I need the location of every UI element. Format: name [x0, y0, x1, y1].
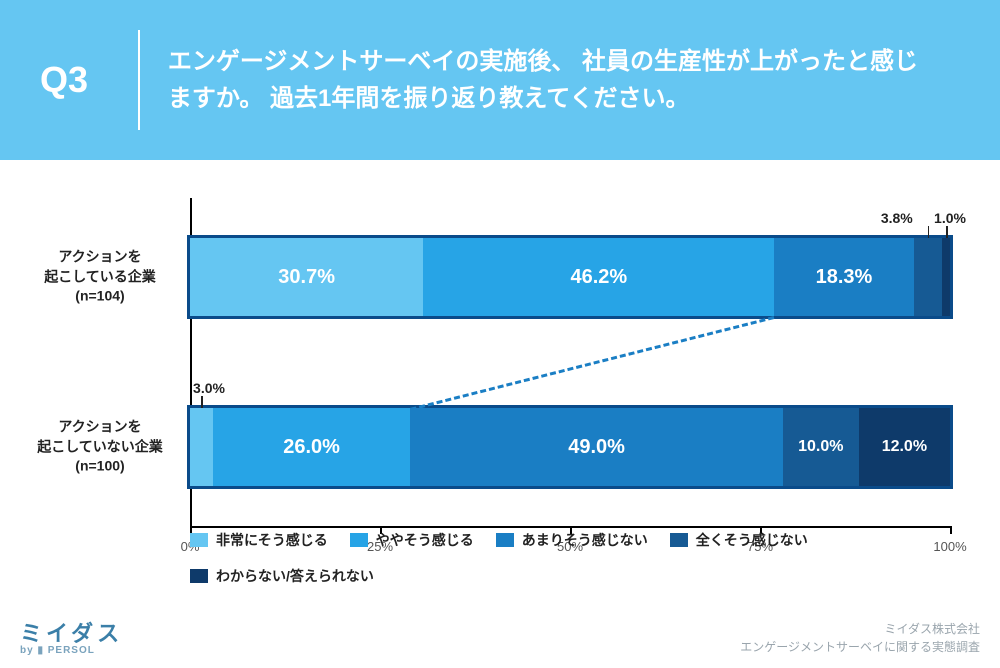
legend-swatch	[350, 533, 368, 547]
credit-line-1: ミイダス株式会社	[740, 621, 980, 638]
legend-item: あまりそう感じない	[496, 530, 648, 550]
bar-segment: 46.2%	[423, 238, 774, 316]
bar-segment: 26.0%	[213, 408, 411, 486]
legend-item: ややそう感じる	[350, 530, 474, 550]
callout-leader	[946, 226, 948, 238]
bar-segment	[190, 408, 213, 486]
bar-segment: 30.7%	[190, 238, 423, 316]
legend-label: ややそう感じる	[376, 530, 474, 550]
legend-label: 全くそう感じない	[696, 530, 808, 550]
callout-label: 1.0%	[934, 210, 966, 226]
footer: ミイダス by ▮ PERSOL ミイダス株式会社 エンゲージメントサーベイに関…	[20, 621, 980, 656]
callout-label: 3.8%	[881, 210, 913, 226]
legend-label: あまりそう感じない	[522, 530, 648, 550]
bar-segment: 18.3%	[774, 238, 913, 316]
row-label: アクションを 起こしていない企業 (n=100)	[20, 418, 180, 477]
callout-leader	[201, 396, 203, 408]
question-text: エンゲージメントサーベイの実施後、 社員の生産性が上がったと感じますか。 過去1…	[140, 43, 940, 117]
callout-label: 3.0%	[193, 380, 225, 396]
legend-swatch	[190, 533, 208, 547]
credit: ミイダス株式会社 エンゲージメントサーベイに関する実態調査	[740, 621, 980, 656]
bar-segment: 12.0%	[859, 408, 950, 486]
brand-main: ミイダス	[20, 622, 123, 645]
bar-row: 30.7%46.2%18.3%	[190, 238, 950, 316]
callout-leader	[928, 226, 930, 238]
row-label: アクションを 起こしている企業 (n=104)	[20, 248, 180, 307]
question-number: Q3	[40, 59, 138, 101]
legend-label: 非常にそう感じる	[216, 530, 328, 550]
bar-row: 26.0%49.0%10.0%12.0%	[190, 408, 950, 486]
bar-segment	[942, 238, 950, 316]
legend: 非常にそう感じる ややそう感じる あまりそう感じない 全くそう感じないわからない/答え…	[190, 530, 950, 586]
bar-segment: 10.0%	[783, 408, 859, 486]
brand-logo: ミイダス by ▮ PERSOL	[20, 622, 123, 656]
x-tick	[950, 526, 952, 534]
question-header: Q3 エンゲージメントサーベイの実施後、 社員の生産性が上がったと感じますか。 …	[0, 0, 1000, 160]
legend-item: わからない/答えられない	[190, 566, 374, 586]
plot-area: 0%25%50%75%100%アクションを 起こしている企業 (n=104)30…	[190, 198, 950, 528]
comparison-guide-line	[410, 316, 775, 411]
credit-line-2: エンゲージメントサーベイに関する実態調査	[740, 639, 980, 656]
brand-sub: by ▮ PERSOL	[20, 646, 123, 657]
chart: 0%25%50%75%100%アクションを 起こしている企業 (n=104)30…	[20, 188, 980, 598]
bar-segment	[914, 238, 943, 316]
legend-item: 全くそう感じない	[670, 530, 808, 550]
legend-swatch	[496, 533, 514, 547]
legend-label: わからない/答えられない	[216, 566, 374, 586]
bar-segment: 49.0%	[410, 408, 782, 486]
legend-swatch	[190, 569, 208, 583]
legend-item: 非常にそう感じる	[190, 530, 328, 550]
legend-swatch	[670, 533, 688, 547]
